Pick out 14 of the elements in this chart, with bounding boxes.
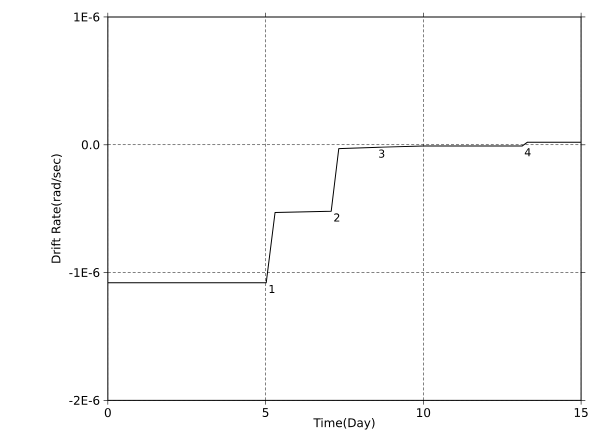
- y-tick-label: 0.0: [82, 140, 100, 150]
- x-axis-title: Time(Day): [313, 418, 374, 430]
- x-tick-label: 0: [104, 408, 111, 418]
- annotation: 2: [334, 213, 340, 222]
- y-tick-label: 1E-6: [74, 12, 100, 22]
- x-tick-label: 10: [417, 408, 430, 418]
- y-tick-label: -2E-6: [69, 396, 100, 405]
- annotation: 3: [379, 149, 384, 158]
- y-tick-label: -1E-6: [69, 268, 100, 277]
- x-tick-label: 15: [574, 408, 588, 417]
- annotation: 4: [524, 148, 531, 156]
- x-tick-label: 5: [262, 408, 268, 417]
- y-axis-title: Drift Rate(rad/sec): [51, 154, 62, 263]
- annotation: 1: [270, 284, 274, 293]
